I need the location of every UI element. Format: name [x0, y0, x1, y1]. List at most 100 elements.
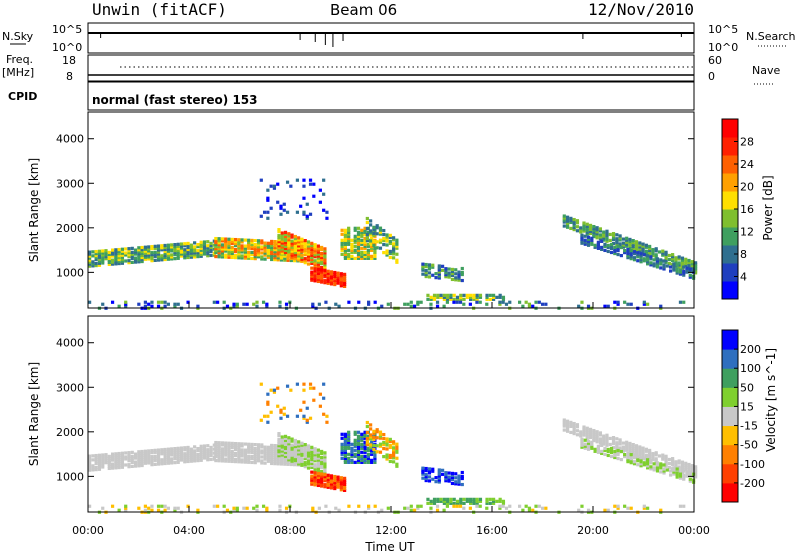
echo-cell [646, 254, 650, 258]
echo-cell [644, 245, 648, 249]
echo-cell [97, 253, 102, 257]
echo-cell [326, 481, 330, 485]
echo-cell [378, 450, 383, 454]
echo-cell [260, 445, 264, 449]
echo-cell [277, 236, 281, 240]
echo-cell [256, 255, 261, 259]
echo-cell [572, 431, 576, 436]
echo-cell [243, 454, 247, 458]
echo-cell [429, 499, 433, 503]
echo-cell [424, 474, 428, 479]
echo-cell [166, 453, 170, 457]
echo-cell [657, 454, 662, 458]
echo-cell [266, 457, 270, 461]
echo-cell [427, 275, 432, 279]
echo-cell [302, 178, 306, 182]
echo-cell [266, 255, 270, 259]
echo-cell [107, 260, 111, 265]
echo-cell [176, 250, 180, 254]
echo-cell [253, 455, 257, 459]
echo-cell [150, 259, 154, 263]
echo-cell [684, 467, 688, 471]
echo-cell [297, 452, 301, 456]
echo-cell [166, 245, 170, 249]
echo-cell [107, 456, 111, 461]
echo-cell [94, 465, 98, 470]
echo-cell [310, 455, 314, 459]
echo-cell [662, 463, 666, 467]
echo-cell [378, 434, 383, 438]
echo-cell [117, 255, 121, 260]
echo-cell [639, 252, 643, 256]
echo-cell [237, 252, 241, 256]
echo-cell [363, 242, 367, 246]
echo-cell [183, 244, 187, 248]
echo-cell [94, 459, 98, 464]
echo-cell [642, 300, 646, 304]
echo-cell [147, 449, 151, 453]
echo-cell [603, 242, 607, 247]
echo-cell [127, 465, 131, 469]
echo-cell [233, 243, 238, 248]
echo-cell [143, 451, 148, 455]
echo-cell [648, 248, 652, 253]
echo-cell [303, 253, 307, 257]
echo-cell [671, 457, 675, 461]
echo-cell [206, 454, 210, 458]
echo-cell [256, 243, 261, 247]
echo-cell [677, 467, 681, 471]
echo-cell [88, 262, 92, 266]
echo-cell [310, 474, 314, 478]
echo-cell [247, 252, 251, 256]
echo-cell [88, 456, 92, 460]
echo-cell [409, 300, 413, 304]
echo-cell [300, 459, 304, 463]
echo-cell [250, 460, 254, 465]
echo-cell [524, 300, 528, 304]
echo-cell [256, 453, 261, 457]
echo-cell [336, 277, 340, 281]
echo-cell [598, 431, 603, 435]
echo-cell [147, 247, 151, 251]
echo-cell [639, 456, 643, 460]
echo-cell [642, 506, 646, 510]
echo-cell [388, 459, 392, 464]
echo-cell [160, 458, 164, 462]
echo-cell [347, 452, 351, 456]
echo-cell [437, 474, 441, 478]
echo-cell [580, 437, 584, 441]
echo-cell [277, 454, 281, 458]
ytick-label: 2000 [56, 426, 84, 439]
echo-cell [202, 454, 207, 458]
echo-cell [156, 462, 161, 466]
echo-cell [143, 449, 148, 453]
echo-cell [632, 460, 637, 464]
echo-cell [585, 222, 589, 226]
echo-cell [621, 243, 625, 247]
echo-cell [639, 254, 643, 258]
echo-cell [343, 252, 347, 256]
echo-cell [232, 506, 236, 510]
echo-cell [133, 248, 138, 252]
echo-cell [265, 506, 269, 510]
echo-cell [290, 453, 294, 457]
echo-cell [588, 229, 593, 234]
echo-cell [678, 472, 683, 476]
colorbar-tick-label: -200 [740, 477, 765, 490]
echo-cell [585, 426, 589, 430]
echo-cell [416, 300, 420, 304]
echo-cell [225, 304, 230, 308]
echo-cell [595, 228, 599, 232]
echo-cell [460, 474, 464, 479]
echo-cell [339, 272, 343, 276]
echo-cell [206, 246, 210, 250]
echo-cell [475, 499, 479, 503]
echo-cell [313, 473, 317, 477]
echo-cell [97, 461, 102, 465]
echo-cell [690, 260, 694, 264]
echo-cell [429, 506, 433, 510]
echo-cell [230, 441, 234, 446]
echo-cell [290, 251, 294, 255]
echo-cell [360, 254, 364, 258]
echo-cell [117, 249, 121, 254]
